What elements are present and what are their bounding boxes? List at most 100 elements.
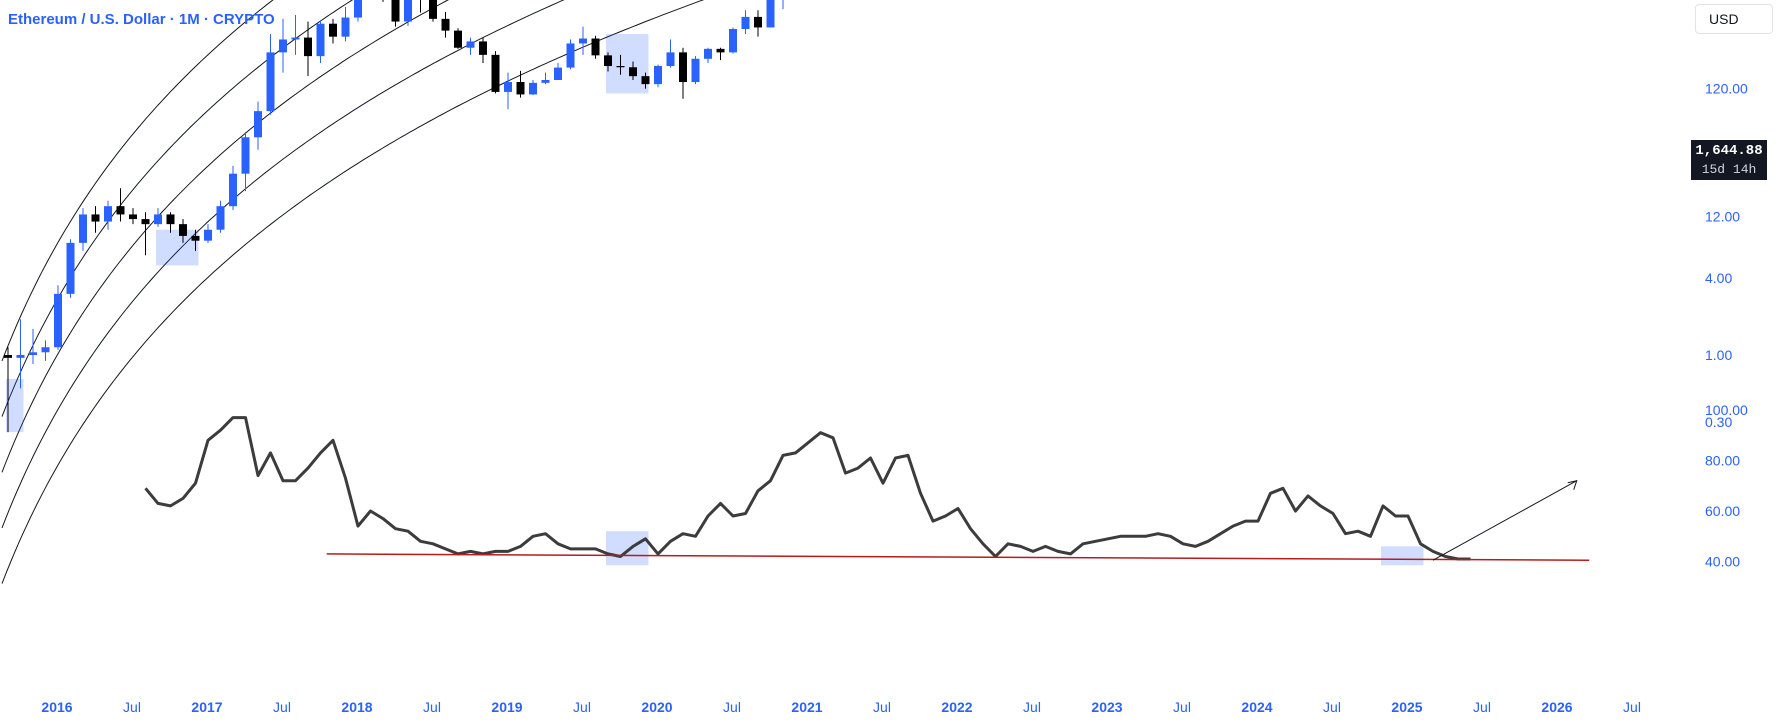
- candle-41: [516, 70, 525, 98]
- time-axis: 2016 Jul 2017 Jul 2018 Jul 2019 Jul 2020 Jul 2021 J…: [41, 699, 1641, 715]
- candle-47: [591, 35, 600, 59]
- candle-body: [104, 206, 112, 222]
- time-tick-label: Jul: [873, 699, 891, 715]
- time-tick-label: Jul: [1623, 699, 1641, 715]
- candle-body: [479, 41, 487, 55]
- candle-body: [554, 67, 562, 80]
- candle-23: [291, 15, 300, 55]
- price-tick-label: 120.00: [1705, 81, 1748, 97]
- highlight-box-1: [6, 378, 24, 433]
- time-tick-label: Jul: [1323, 699, 1341, 715]
- candle-6: [79, 208, 87, 251]
- time-tick-label: 2017: [191, 699, 222, 715]
- oscillator-tick-label: 40.00: [1705, 554, 1740, 570]
- candle-25: [316, 20, 325, 64]
- candle-48: [604, 52, 612, 72]
- oscillator-panel: [144, 416, 1590, 561]
- time-tick-label: 2026: [1541, 699, 1572, 715]
- candle-body: [766, 0, 775, 28]
- candle-61: [766, 0, 775, 28]
- candle-body: [679, 52, 687, 83]
- candle-countdown: 15d 14h: [1701, 162, 1757, 177]
- candle-body: [404, 0, 412, 22]
- time-tick-label: 2023: [1091, 699, 1122, 715]
- highlight-box-3: [606, 33, 649, 94]
- candle-body: [441, 18, 450, 31]
- candle-46: [579, 26, 587, 55]
- regression-band-1: [1, 0, 705, 584]
- time-tick-label: 2020: [641, 699, 672, 715]
- candle-9: [116, 188, 125, 222]
- candle-body: [204, 229, 212, 241]
- time-tick-label: 2019: [491, 699, 522, 715]
- candle-8: [104, 200, 112, 230]
- candle-12: [154, 208, 162, 227]
- candle-body: [241, 137, 250, 174]
- candle-body: [341, 17, 350, 37]
- candle-0: [4, 347, 12, 433]
- oscillator-tick-label: 60.00: [1705, 503, 1740, 519]
- currency-button[interactable]: USD: [1695, 4, 1773, 34]
- bottom-highlight-boxes: [6, 33, 1424, 566]
- candle-10: [129, 208, 137, 225]
- candle-body: [641, 76, 650, 85]
- candle-body: [566, 43, 575, 68]
- time-tick-label: 2016: [41, 699, 72, 715]
- candle-51: [641, 72, 650, 89]
- last-price-value: 1,644.88: [1695, 143, 1763, 159]
- candle-body: [466, 41, 475, 48]
- time-tick-label: 2018: [341, 699, 372, 715]
- candle-body: [329, 23, 337, 37]
- candle-body: [604, 55, 612, 67]
- candle-body: [454, 30, 462, 48]
- candle-2: [29, 328, 37, 365]
- candle-20: [254, 101, 262, 150]
- candle-body: [629, 67, 637, 77]
- osc-highlight-box-2: [1381, 546, 1424, 566]
- candle-16: [204, 224, 212, 243]
- candle-5: [66, 239, 75, 298]
- candle-19: [241, 131, 250, 192]
- candle-body: [391, 0, 400, 22]
- price-tick-label: 1.00: [1705, 347, 1732, 363]
- candle-40: [504, 72, 512, 110]
- candle-body: [316, 23, 325, 57]
- candle-body: [154, 214, 162, 225]
- time-tick-label: Jul: [273, 699, 291, 715]
- candle-body: [741, 16, 750, 30]
- support-line: [326, 553, 1590, 561]
- time-tick-label: Jul: [1023, 699, 1041, 715]
- candle-body: [541, 79, 550, 83]
- candle-18: [229, 165, 237, 211]
- candle-44: [554, 63, 562, 80]
- candle-28: [354, 0, 362, 22]
- candle-34: [429, 0, 437, 22]
- regression-band-2: [1, 0, 565, 529]
- time-tick-label: 2025: [1391, 699, 1422, 715]
- candle-body: [254, 111, 262, 138]
- time-tick-label: Jul: [1173, 699, 1191, 715]
- candle-body: [41, 347, 50, 353]
- oscillator-line: [144, 416, 1471, 561]
- candle-26: [329, 18, 337, 44]
- osc-highlight-box-1: [606, 531, 649, 566]
- candle-body: [29, 352, 37, 355]
- candle-body: [266, 52, 275, 112]
- candle-50: [629, 61, 637, 80]
- price-tick-label: 4.00: [1705, 270, 1732, 286]
- candle-body: [279, 39, 287, 53]
- candle-58: [729, 27, 737, 54]
- candle-24: [304, 21, 312, 77]
- candle-62: [782, 0, 784, 10]
- oscillator-tick-label: 80.00: [1705, 453, 1740, 469]
- candle-body: [429, 0, 437, 19]
- candle-body: [591, 38, 600, 56]
- regression-band-5: [1, 0, 274, 362]
- chart-title: Ethereum / U.S. Dollar · 1M · CRYPTO: [8, 11, 275, 28]
- regression-band-3: [1, 0, 449, 473]
- candle-36: [454, 28, 462, 49]
- arrow-head: [1567, 480, 1578, 490]
- candle-21: [266, 33, 275, 115]
